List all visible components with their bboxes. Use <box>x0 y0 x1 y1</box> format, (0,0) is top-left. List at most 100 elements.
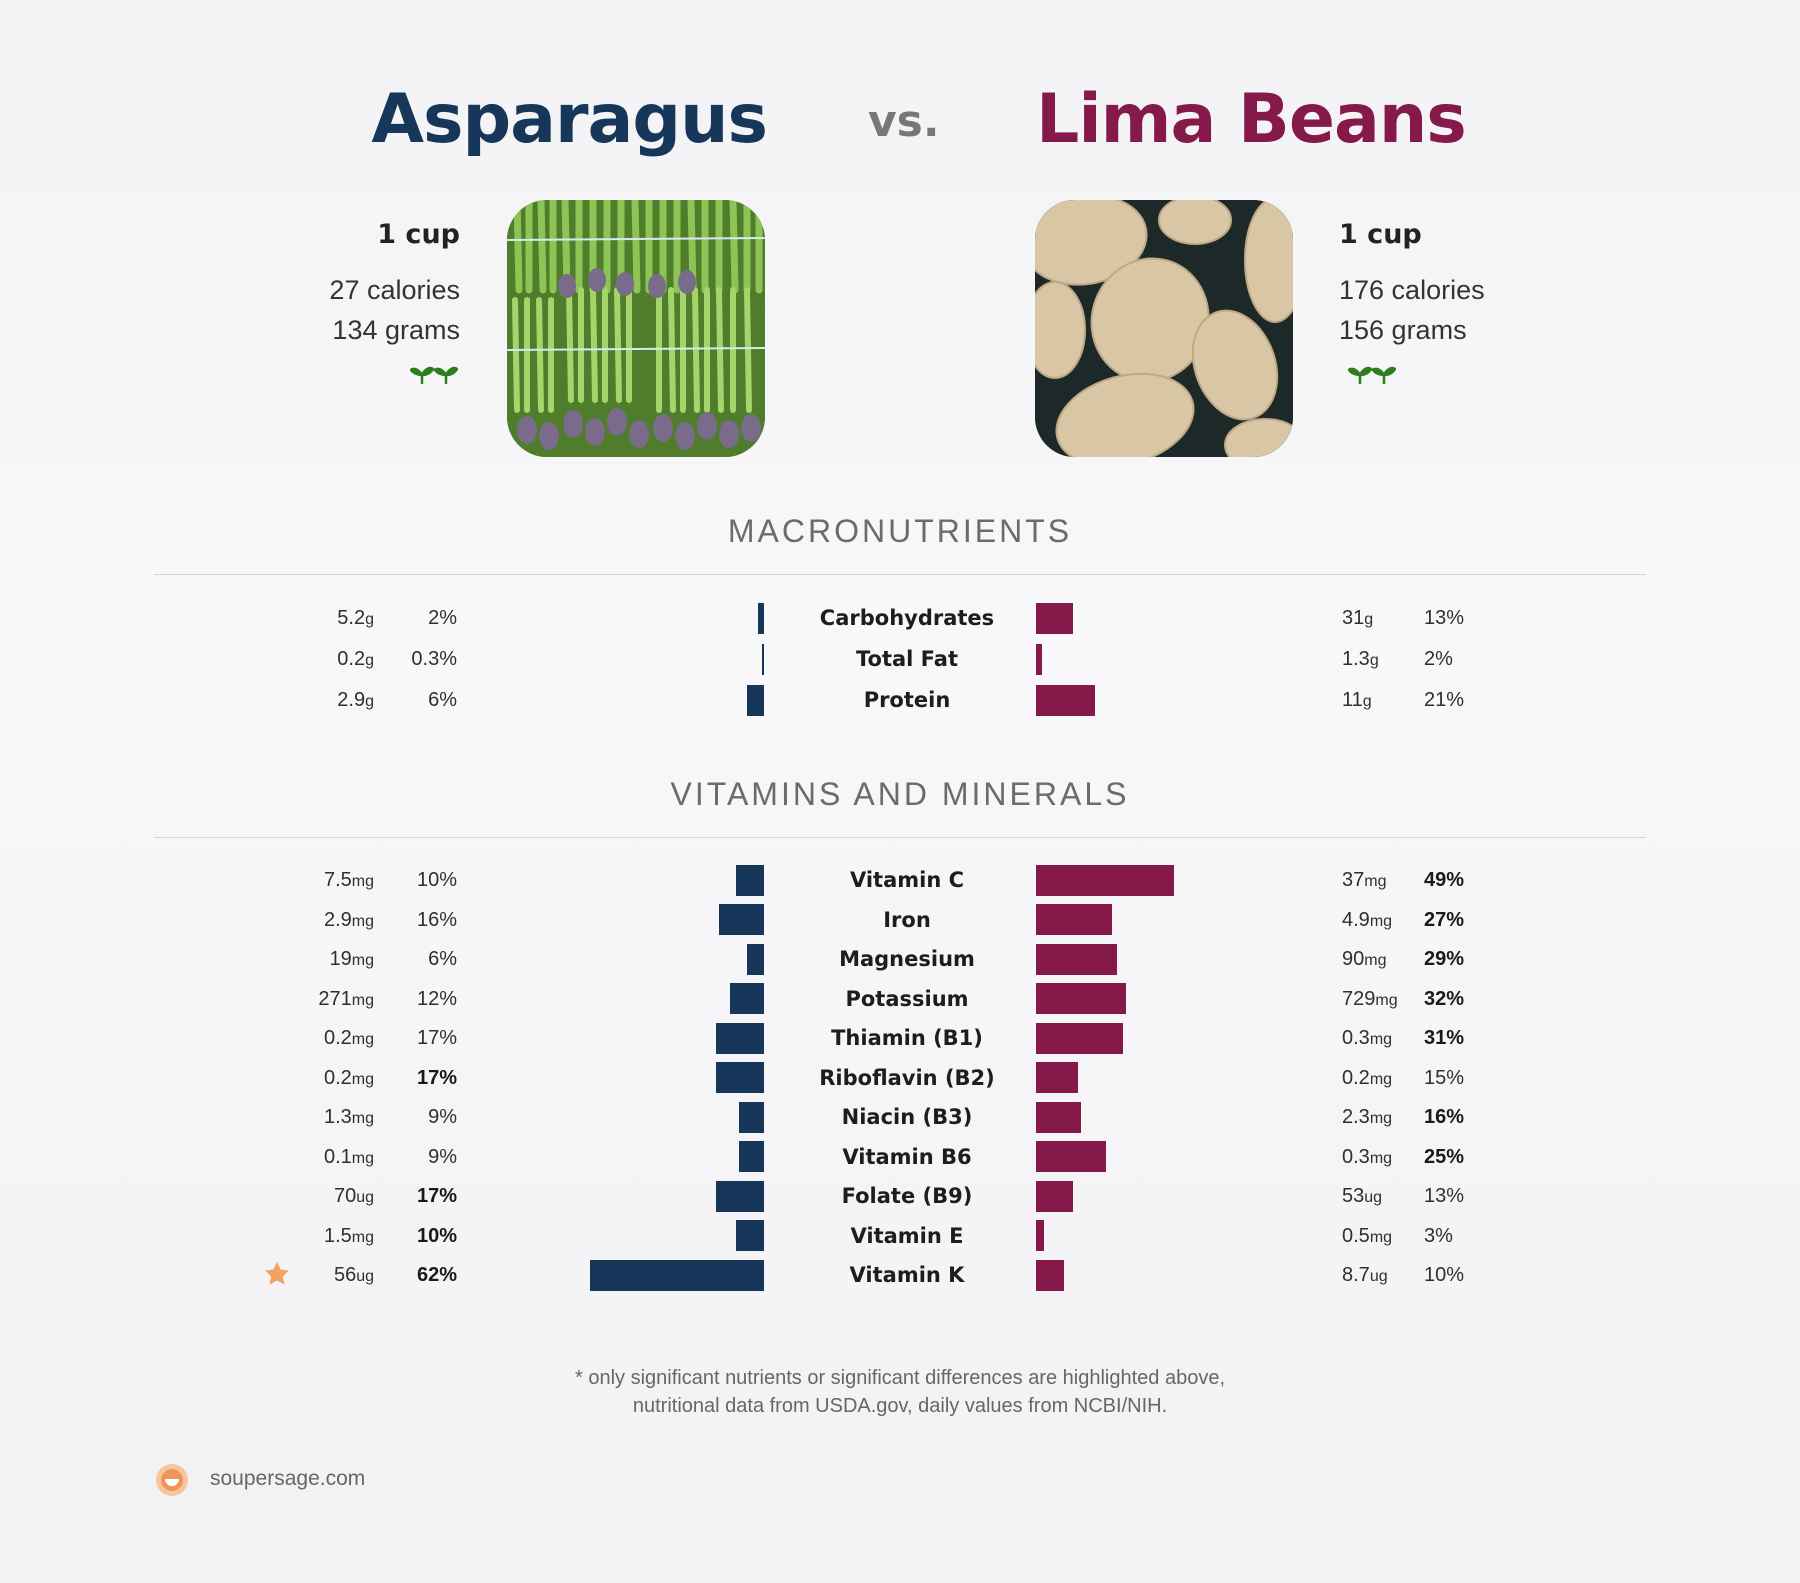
left-percent: 6% <box>428 689 457 711</box>
left-bar <box>735 1220 764 1251</box>
right-percent: 21% <box>1424 689 1465 711</box>
nutrient-name: Potassium <box>845 986 969 1011</box>
left-percent: 16% <box>416 908 457 931</box>
left-amount-unit: mg <box>351 991 374 1009</box>
right-percent: 15% <box>1424 1066 1465 1089</box>
right-percent: 10% <box>1424 1264 1465 1286</box>
site-name[interactable]: soupersage.com <box>210 1467 366 1490</box>
nutrient-row: 2.9mg 16% Iron 4.9mg 27% <box>0 902 1800 938</box>
right-amount-value: 0.3 <box>1342 1027 1370 1049</box>
right-calories: 176 calories <box>1339 275 1485 305</box>
left-amount-value: 1.5 <box>323 1224 352 1247</box>
right-amount-unit: mg <box>1364 873 1387 890</box>
left-amount-unit: g <box>365 611 374 628</box>
right-percent: 2% <box>1424 648 1453 670</box>
left-percent: 17% <box>416 1066 457 1089</box>
asparagus-image <box>507 200 765 457</box>
right-bar <box>1036 864 1174 896</box>
nutrient-name: Carbohydrates <box>819 606 995 630</box>
left-bar <box>716 1022 764 1054</box>
right-percent: 16% <box>1424 1106 1465 1128</box>
left-calories: 27 calories <box>329 275 460 305</box>
right-percent: 13% <box>1424 1185 1465 1207</box>
nutrient-name: Vitamin K <box>849 1263 965 1287</box>
nutrient-name: Niacin (B3) <box>841 1105 973 1129</box>
left-amount-unit: mg <box>351 1110 374 1127</box>
left-percent: 9% <box>428 1145 457 1168</box>
right-amount-value: 0.2 <box>1342 1066 1370 1089</box>
right-percent: 29% <box>1424 948 1465 970</box>
left-amount-value: 0.2 <box>337 648 366 670</box>
footnote-line-1: * only significant nutrients or signific… <box>574 1367 1226 1389</box>
star-icon <box>264 1261 290 1285</box>
left-amount-value: 56 <box>333 1264 357 1286</box>
vitamins-divider <box>154 837 1646 838</box>
nutrient-name: Protein <box>863 688 951 712</box>
nutrient-row: 70ug 17% Folate (B9) 53ug 13% <box>0 1178 1800 1214</box>
food-left-title: Asparagus <box>371 80 768 159</box>
footnote-line-2: nutritional data from USDA.gov, daily va… <box>632 1395 1168 1417</box>
nutrient-row: 0.2mg 17% Thiamin (B1) 0.3mg 31% <box>0 1020 1800 1056</box>
nutrient-row: 0.2mg 17% Riboflavin (B2) 0.2mg 15% <box>0 1060 1800 1096</box>
nutrient-row: 0.1mg 9% Vitamin B6 0.3mg 25% <box>0 1139 1800 1175</box>
right-percent: 32% <box>1424 987 1465 1010</box>
left-bar <box>589 1259 764 1291</box>
left-weight: 134 grams <box>332 315 460 345</box>
right-amount-unit: mg <box>1364 952 1387 969</box>
left-amount-value: 2.9 <box>337 689 366 711</box>
right-amount-unit: mg <box>1369 1149 1393 1167</box>
nutrient-row: 2.9g 6% Protein 11g 21% <box>0 682 1800 718</box>
right-amount-unit: mg <box>1375 991 1398 1009</box>
left-amount-unit: mg <box>351 1031 374 1048</box>
left-amount: 5.2g <box>337 600 374 638</box>
right-amount-value: 31 <box>1342 607 1365 629</box>
left-amount-unit: mg <box>351 1070 374 1088</box>
right-bar <box>1036 643 1042 675</box>
nutrient-row: 5.2g 2% Carbohydrates 31g 13% <box>0 600 1800 636</box>
nutrient-row: 19mg 6% Magnesium 90mg 29% <box>0 941 1800 977</box>
right-amount: 0.3mg <box>1342 1139 1392 1177</box>
right-amount-value: 2.3 <box>1342 1106 1370 1128</box>
nutrient-name: Vitamin B6 <box>842 1144 972 1169</box>
left-percent: 6% <box>428 948 457 970</box>
left-amount: 19mg <box>330 941 374 979</box>
right-bar <box>1036 1180 1073 1212</box>
right-percent: 25% <box>1424 1145 1465 1168</box>
right-amount: 1.3g <box>1342 641 1379 679</box>
left-bar <box>719 904 764 935</box>
right-amount: 90mg <box>1342 941 1386 979</box>
right-bar <box>1036 904 1112 935</box>
right-percent: 13% <box>1424 607 1465 629</box>
left-percent: 10% <box>416 1224 457 1247</box>
right-amount: 0.3mg <box>1342 1020 1392 1058</box>
nutrient-row: 0.2g 0.3% Total Fat 1.3g 2% <box>0 641 1800 677</box>
right-amount-value: 729 <box>1342 987 1376 1010</box>
nutrient-name: Total Fat <box>855 647 958 671</box>
nutrient-name: Magnesium <box>839 947 975 971</box>
right-weight: 156 grams <box>1339 315 1467 345</box>
right-amount: 53ug <box>1342 1178 1382 1216</box>
right-amount: 11g <box>1342 682 1372 720</box>
left-amount: 1.5mg <box>324 1218 374 1256</box>
nutrient-name: Vitamin E <box>850 1223 964 1248</box>
right-amount-value: 0.5 <box>1342 1224 1370 1247</box>
vs-label: vs. <box>868 96 940 147</box>
left-amount-unit: mg <box>351 912 374 930</box>
right-bar <box>1036 983 1126 1014</box>
left-amount-unit: mg <box>351 873 374 890</box>
right-amount-unit: mg <box>1369 1110 1393 1127</box>
nutrient-row: 1.3mg 9% Niacin (B3) 2.3mg 16% <box>0 1099 1800 1135</box>
left-amount-value: 271 <box>318 987 352 1010</box>
right-amount-value: 53 <box>1342 1185 1365 1207</box>
left-amount-value: 0.2 <box>323 1027 352 1049</box>
right-amount-unit: mg <box>1369 912 1393 930</box>
right-amount: 8.7ug <box>1342 1257 1388 1295</box>
nutrient-name: Iron <box>883 907 931 932</box>
vitamins-heading: VITAMINS AND MINERALS <box>670 776 1130 812</box>
left-amount-value: 1.3 <box>323 1106 352 1128</box>
right-amount-unit: mg <box>1369 1070 1393 1088</box>
left-amount-unit: mg <box>351 1149 374 1167</box>
left-amount: 0.2mg <box>324 1060 374 1098</box>
left-amount: 0.2g <box>337 641 374 679</box>
right-amount-unit: mg <box>1369 1228 1393 1246</box>
